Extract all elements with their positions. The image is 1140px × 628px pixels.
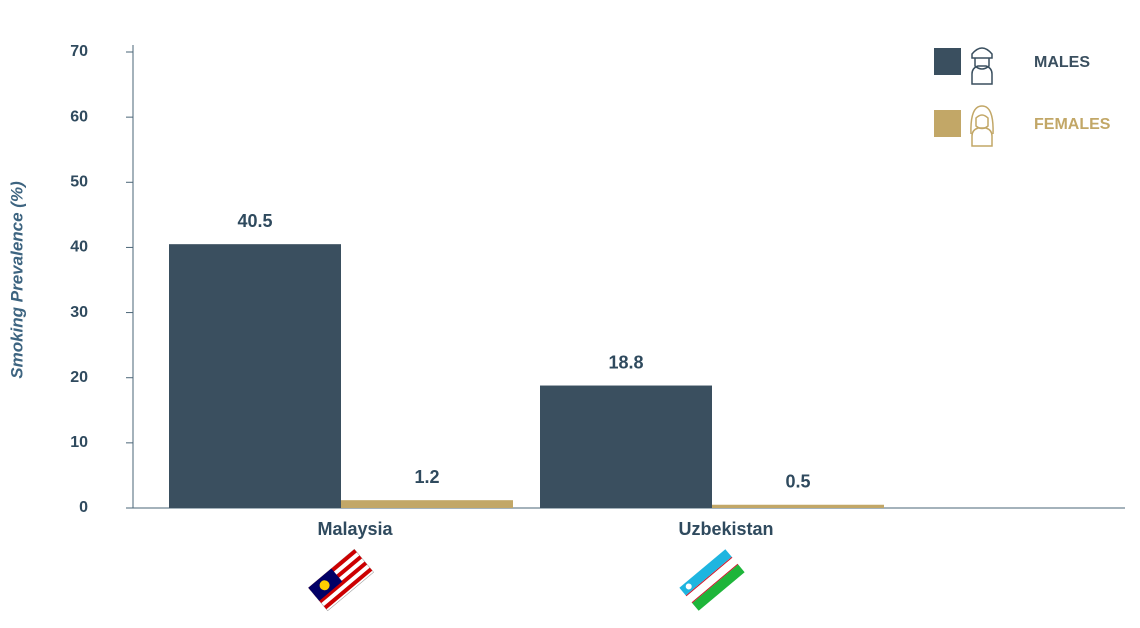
- x-tick-label: Uzbekistan: [678, 519, 773, 539]
- person-icon: [971, 127, 993, 147]
- bar: [341, 500, 513, 508]
- value-label: 1.2: [414, 467, 439, 487]
- flag-malaysia: [308, 548, 374, 612]
- x-tick-label: Malaysia: [317, 519, 393, 539]
- legend-icon: [971, 47, 993, 85]
- y-tick-label: 10: [70, 434, 88, 451]
- bar: [712, 504, 884, 508]
- y-tick-label: 60: [70, 108, 88, 125]
- bar: [540, 385, 712, 508]
- y-tick-label: 40: [70, 239, 88, 256]
- legend-icon: [970, 105, 994, 147]
- legend-label: MALES: [1034, 54, 1090, 71]
- y-axis-label: Smoking Prevalence (%): [7, 181, 26, 379]
- value-label: 0.5: [785, 471, 810, 491]
- legend-swatch: [934, 48, 961, 75]
- y-tick-label: 0: [79, 499, 88, 516]
- y-tick-label: 70: [70, 43, 88, 60]
- value-label: 40.5: [237, 211, 272, 231]
- bar: [169, 244, 341, 508]
- person-icon: [970, 105, 994, 135]
- legend-label: FEMALES: [1034, 116, 1111, 133]
- person-icon: [971, 65, 993, 85]
- y-tick-label: 30: [70, 304, 88, 321]
- y-tick-label: 20: [70, 369, 88, 386]
- value-label: 18.8: [608, 352, 643, 372]
- legend-swatch: [934, 110, 961, 137]
- y-tick-label: 50: [70, 174, 88, 191]
- person-icon: [971, 47, 993, 70]
- flag-uzbekistan: [679, 549, 745, 611]
